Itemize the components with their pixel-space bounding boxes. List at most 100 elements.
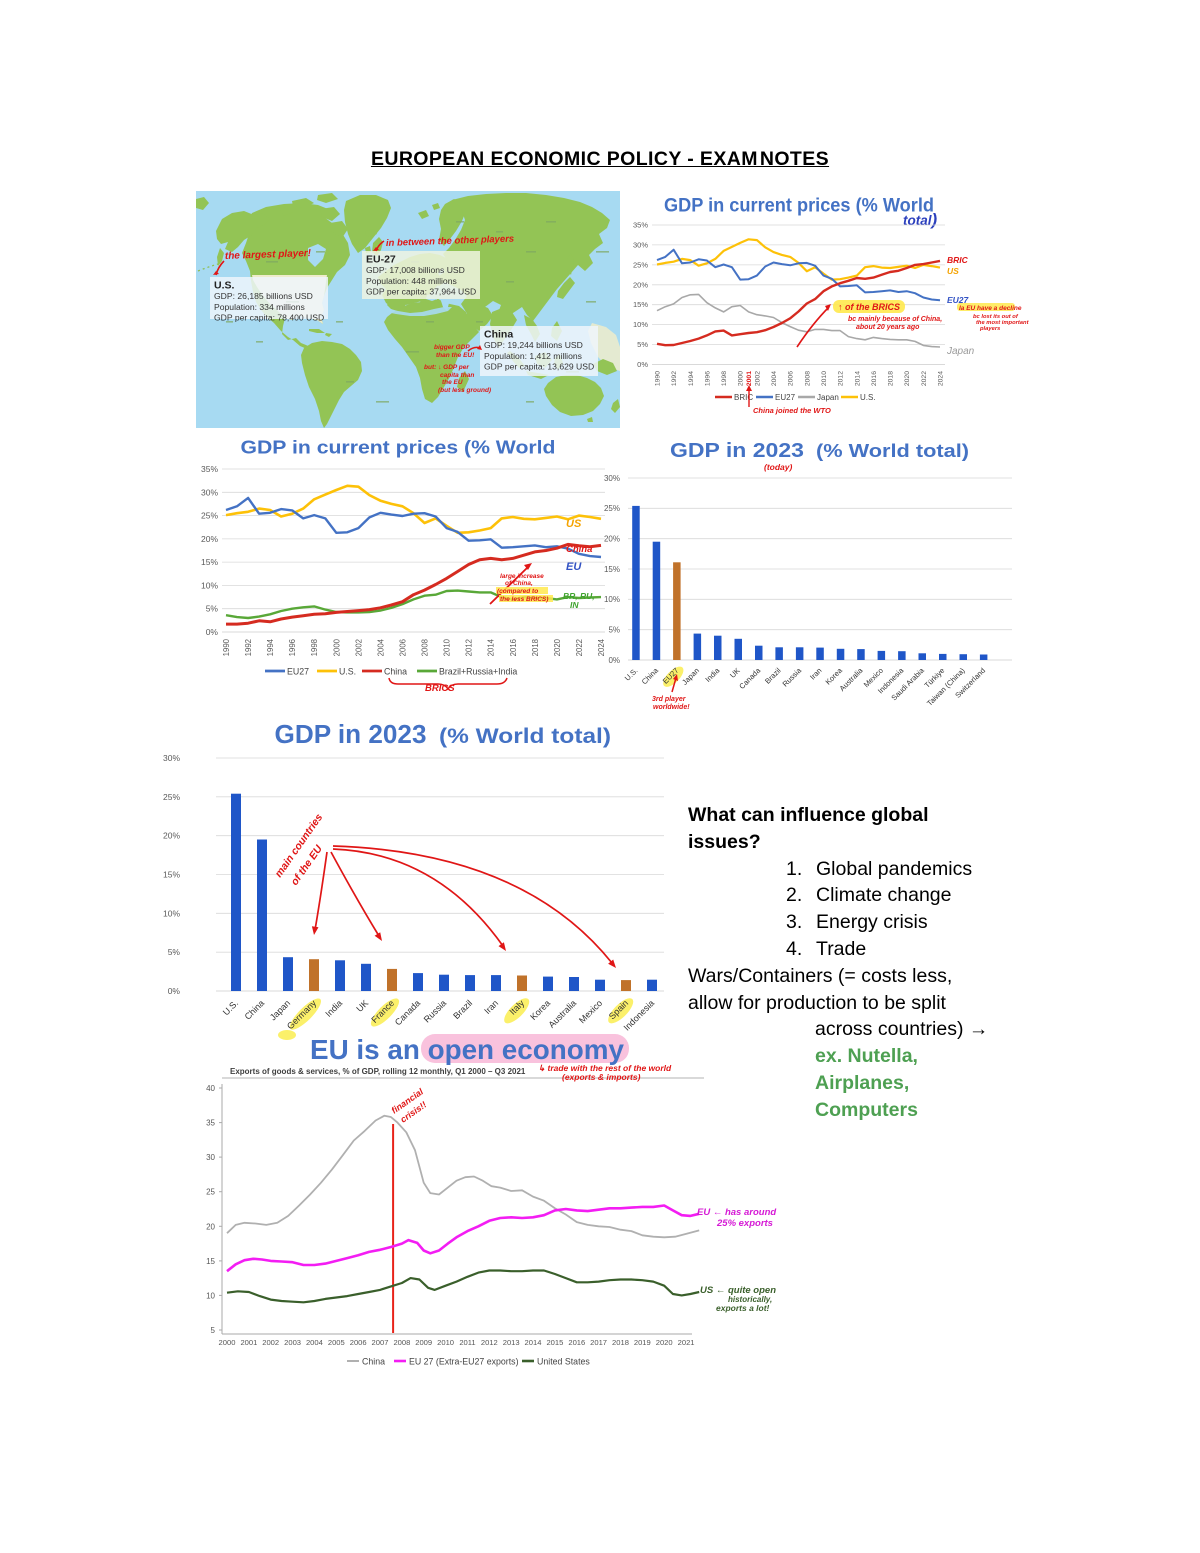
svg-text:US ← quite open: US ← quite open — [700, 1285, 776, 1296]
svg-text:15%: 15% — [604, 565, 620, 574]
svg-text:BRIC: BRIC — [734, 393, 753, 402]
svg-text:5%: 5% — [206, 604, 219, 614]
svg-text:about 20 years ago: about 20 years ago — [856, 324, 920, 331]
svg-text:bc lost its out of: bc lost its out of — [973, 314, 1019, 320]
svg-text:2007: 2007 — [372, 1338, 389, 1347]
svg-text:bigger GDP: bigger GDP — [434, 344, 470, 351]
svg-text:2000: 2000 — [332, 638, 341, 656]
svg-text:2018: 2018 — [612, 1338, 629, 1347]
svg-text:1998: 1998 — [721, 371, 728, 386]
svg-text:30: 30 — [206, 1153, 215, 1162]
svg-text:worldwide!: worldwide! — [653, 704, 690, 711]
svg-text:20%: 20% — [163, 831, 180, 841]
svg-text:↑ of the BRICS: ↑ of the BRICS — [838, 302, 900, 312]
svg-text:GDP in 2023: GDP in 2023 — [670, 439, 804, 462]
svg-text:3rd player: 3rd player — [652, 696, 687, 703]
svg-text:2008: 2008 — [421, 639, 430, 656]
svg-text:35: 35 — [206, 1119, 215, 1128]
svg-text:0%: 0% — [608, 656, 620, 665]
svg-text:2020: 2020 — [656, 1338, 673, 1347]
svg-text:(exports & imports): (exports & imports) — [562, 1072, 641, 1082]
svg-text:25%: 25% — [604, 504, 620, 513]
svg-text:2004: 2004 — [771, 371, 778, 386]
svg-text:(% World total): (% World total) — [816, 441, 969, 461]
svg-text:BRICS: BRICS — [425, 683, 455, 694]
svg-text:China: China — [484, 329, 513, 341]
svg-text:1994: 1994 — [266, 638, 275, 656]
svg-text:in between the other players: in between the other players — [386, 234, 515, 249]
svg-text:20%: 20% — [633, 280, 648, 289]
svg-text:total): total) — [903, 210, 938, 229]
svg-text:1992: 1992 — [244, 639, 253, 656]
svg-text:GDP per capita: 78,400 USD: GDP per capita: 78,400 USD — [214, 313, 324, 323]
svg-text:10%: 10% — [633, 320, 648, 329]
svg-text:China joined the WTO: China joined the WTO — [753, 406, 831, 415]
svg-text:2022: 2022 — [921, 371, 928, 386]
svg-text:GDP: 19,244 billions USD: GDP: 19,244 billions USD — [484, 340, 583, 350]
svg-text:2001: 2001 — [240, 1338, 257, 1347]
svg-text:US: US — [566, 518, 582, 530]
svg-text:30%: 30% — [633, 240, 648, 249]
svg-text:25%: 25% — [163, 792, 180, 802]
svg-text:2018: 2018 — [531, 639, 540, 656]
svg-text:1996: 1996 — [288, 639, 297, 656]
svg-text:Population: 1,412 millions: Population: 1,412 millions — [484, 351, 582, 361]
svg-text:2022: 2022 — [575, 639, 584, 656]
svg-text:GDP in current prices (% World: GDP in current prices (% World — [664, 196, 934, 217]
svg-text:historically,: historically, — [728, 1295, 772, 1304]
svg-text:40: 40 — [206, 1084, 215, 1093]
svg-text:1990: 1990 — [655, 371, 662, 386]
svg-text:than the EU!: than the EU! — [436, 352, 475, 359]
svg-text:EU is an open economy: EU is an open economy — [310, 1034, 624, 1065]
svg-text:2000: 2000 — [738, 371, 745, 386]
svg-text:2012: 2012 — [481, 1338, 498, 1347]
svg-text:2016: 2016 — [568, 1338, 585, 1347]
svg-text:35%: 35% — [201, 464, 218, 474]
svg-text:2021: 2021 — [678, 1338, 695, 1347]
svg-text:U.S.: U.S. — [860, 393, 876, 402]
svg-text:EU27: EU27 — [947, 295, 970, 305]
svg-text:2005: 2005 — [328, 1338, 345, 1347]
svg-text:2015: 2015 — [546, 1338, 563, 1347]
svg-text:10%: 10% — [604, 595, 620, 604]
svg-text:2008: 2008 — [804, 371, 811, 386]
svg-text:2024: 2024 — [938, 371, 945, 386]
svg-text:2014: 2014 — [525, 1338, 542, 1347]
svg-text:players: players — [979, 326, 1001, 332]
svg-text:1998: 1998 — [310, 639, 319, 656]
svg-text:2018: 2018 — [888, 371, 895, 386]
svg-text:5%: 5% — [608, 626, 620, 635]
svg-text:(% World total): (% World total) — [439, 725, 611, 748]
svg-text:2002: 2002 — [262, 1338, 279, 1347]
svg-text:the largest player!: the largest player! — [225, 248, 312, 262]
svg-text:but: ↓ GDP per: but: ↓ GDP per — [424, 364, 469, 371]
svg-text:2001: 2001 — [746, 371, 753, 386]
svg-text:BR, RU,: BR, RU, — [563, 591, 595, 601]
svg-text:2012: 2012 — [838, 371, 845, 386]
svg-text:20%: 20% — [201, 534, 218, 544]
svg-text:2010: 2010 — [443, 638, 452, 656]
svg-text:Brazil+Russia+India: Brazil+Russia+India — [439, 667, 517, 677]
svg-text:10%: 10% — [163, 908, 180, 918]
svg-text:0%: 0% — [637, 360, 648, 369]
svg-text:GDP in 2023: GDP in 2023 — [275, 721, 427, 749]
svg-text:2008: 2008 — [393, 1338, 410, 1347]
svg-text:2011: 2011 — [459, 1338, 475, 1347]
svg-text:Japan: Japan — [946, 346, 975, 357]
svg-text:30%: 30% — [604, 474, 620, 483]
svg-text:2003: 2003 — [284, 1338, 301, 1347]
svg-text:EU27: EU27 — [287, 667, 309, 677]
svg-text:EU: EU — [566, 561, 582, 573]
svg-text:15%: 15% — [163, 870, 180, 880]
svg-text:25: 25 — [206, 1188, 215, 1197]
svg-text:GDP: 17,008 billions USD: GDP: 17,008 billions USD — [366, 265, 465, 275]
svg-text:20%: 20% — [604, 535, 620, 544]
svg-text:25% exports: 25% exports — [716, 1218, 773, 1229]
svg-text:China: China — [362, 1357, 385, 1367]
svg-text:2019: 2019 — [634, 1338, 651, 1347]
svg-text:EU 27 (Extra-EU27 exports): EU 27 (Extra-EU27 exports) — [409, 1357, 519, 1367]
svg-text:United States: United States — [537, 1357, 590, 1367]
svg-text:(today): (today) — [764, 462, 793, 472]
svg-text:10: 10 — [206, 1291, 215, 1300]
svg-text:exports a lot!: exports a lot! — [716, 1303, 770, 1313]
